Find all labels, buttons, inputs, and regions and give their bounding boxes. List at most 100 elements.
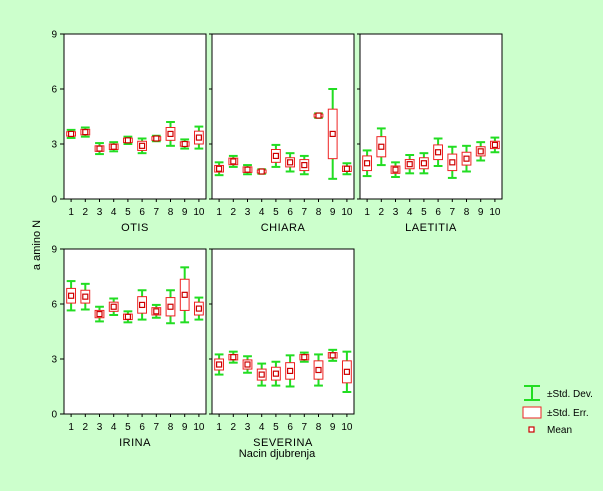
x-tick-label: 5 <box>273 422 279 433</box>
mean-marker <box>406 161 413 168</box>
mean-marker <box>258 371 265 378</box>
x-tick-label: 6 <box>287 422 293 433</box>
x-tick-label: 8 <box>316 207 322 218</box>
x-tick-label: 1 <box>68 207 74 218</box>
mean-marker <box>329 130 336 138</box>
y-tick-label: 9 <box>51 30 57 41</box>
x-tick-label: 5 <box>125 422 131 433</box>
x-tick-label: 4 <box>407 207 413 218</box>
y-tick-label: 6 <box>51 85 57 96</box>
mean-marker <box>272 152 279 160</box>
mean-marker <box>230 354 237 361</box>
x-tick-label: 3 <box>97 207 103 218</box>
mean-marker <box>216 361 223 368</box>
mean-marker <box>167 130 174 138</box>
x-tick-label: 10 <box>193 207 205 218</box>
plot-area-otis <box>63 33 207 200</box>
mean-marker <box>329 352 336 359</box>
x-tick-label: 2 <box>379 207 385 218</box>
mean-marker <box>67 130 75 138</box>
x-tick-label: 5 <box>421 207 427 218</box>
x-tick-label: 8 <box>168 422 174 433</box>
mean-marker <box>110 143 117 150</box>
x-tick-label: 1 <box>68 422 74 433</box>
mean-marker <box>96 145 103 152</box>
y-tick-label: 9 <box>51 245 57 256</box>
panel-title-otis: OTIS <box>121 222 149 234</box>
mean-marker <box>364 160 371 167</box>
mean-marker <box>110 303 117 310</box>
x-tick-label: 2 <box>231 422 237 433</box>
x-tick-label: 6 <box>287 207 293 218</box>
plot-area-irina <box>63 248 207 415</box>
x-tick-label: 8 <box>168 207 174 218</box>
y-tick-label: 6 <box>51 300 57 311</box>
panel-title-chiara: CHIARA <box>261 222 306 234</box>
mean-marker <box>124 137 132 144</box>
x-tick-label: 2 <box>231 207 237 218</box>
x-tick-label: 9 <box>182 422 188 433</box>
mean-marker <box>244 361 251 368</box>
mean-marker <box>67 292 75 299</box>
mean-marker <box>420 160 427 167</box>
mean-marker <box>315 112 322 119</box>
x-tick-label: 9 <box>330 207 336 218</box>
x-tick-label: 6 <box>139 422 145 433</box>
mean-marker <box>153 135 160 142</box>
mean-marker <box>139 301 146 309</box>
mean-marker <box>449 159 456 166</box>
mean-marker <box>287 367 294 375</box>
x-tick-label: 7 <box>450 207 456 218</box>
mean-marker <box>378 143 385 150</box>
mean-marker <box>392 166 399 173</box>
x-tick-label: 1 <box>216 422 222 433</box>
mean-marker <box>301 354 308 361</box>
mean-marker <box>167 303 174 310</box>
mean-marker <box>82 128 89 136</box>
plot-area-severina <box>211 248 355 415</box>
mean-marker <box>272 370 279 377</box>
x-tick-label: 5 <box>273 207 279 218</box>
legend-box-icon <box>522 406 542 419</box>
x-tick-label: 2 <box>83 422 89 433</box>
mean-marker <box>343 368 350 375</box>
legend-label-std-err: ±Std. Err. <box>547 408 589 419</box>
mean-marker <box>153 308 160 315</box>
x-tick-label: 3 <box>245 422 251 433</box>
mean-marker <box>124 313 132 320</box>
mean-marker <box>195 134 202 141</box>
mean-marker <box>343 165 350 172</box>
x-tick-label: 3 <box>393 207 399 218</box>
mean-marker <box>244 166 251 173</box>
x-tick-label: 4 <box>111 422 117 433</box>
x-tick-label: 7 <box>302 207 308 218</box>
x-tick-label: 7 <box>302 422 308 433</box>
legend-label-std-dev: ±Std. Dev. <box>547 389 593 400</box>
mean-marker <box>287 159 294 166</box>
mean-marker <box>301 161 308 169</box>
x-tick-label: 4 <box>259 207 265 218</box>
mean-marker <box>96 310 103 318</box>
x-tick-label: 8 <box>464 207 470 218</box>
mean-marker <box>181 140 188 148</box>
x-tick-label: 9 <box>182 207 188 218</box>
x-axis-title: Nacin djubrenja <box>239 448 316 460</box>
x-tick-label: 3 <box>245 207 251 218</box>
x-tick-label: 1 <box>364 207 370 218</box>
mean-marker <box>463 155 470 162</box>
x-tick-label: 4 <box>259 422 265 433</box>
panel-title-laetitia: LAETITIA <box>405 222 457 234</box>
panel-title-irina: IRINA <box>119 437 151 449</box>
x-tick-label: 10 <box>341 207 353 218</box>
mean-marker <box>491 141 498 149</box>
mean-marker <box>216 165 223 172</box>
mean-marker <box>230 158 237 165</box>
x-tick-label: 5 <box>125 207 131 218</box>
mean-marker <box>435 149 442 156</box>
x-tick-label: 3 <box>97 422 103 433</box>
x-tick-label: 10 <box>489 207 501 218</box>
y-tick-label: 0 <box>51 195 57 206</box>
mean-marker <box>82 293 89 300</box>
